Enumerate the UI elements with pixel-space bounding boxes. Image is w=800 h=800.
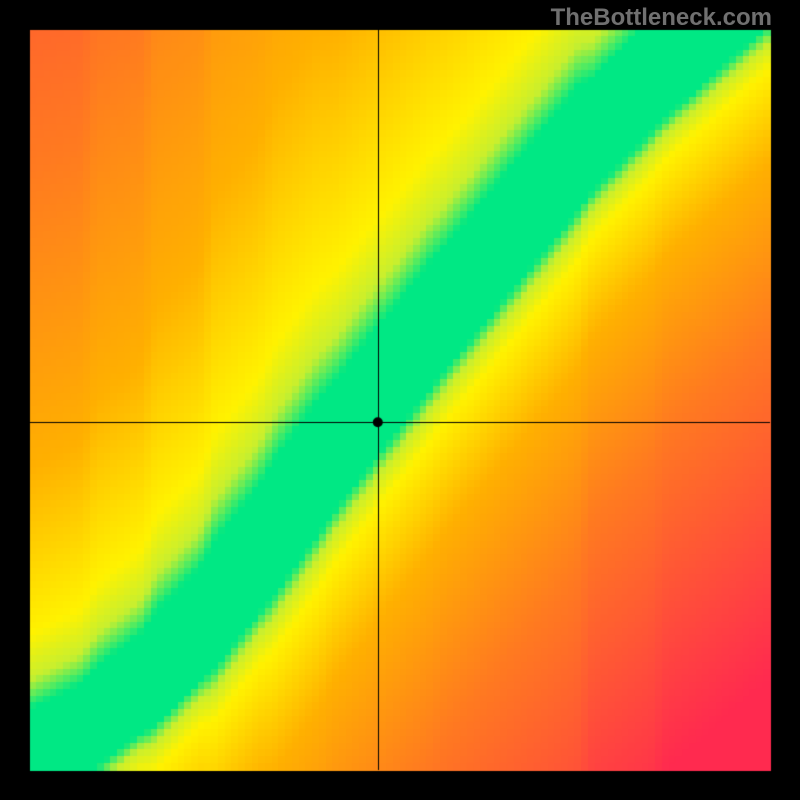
heatmap-canvas xyxy=(0,0,800,800)
chart-container: TheBottleneck.com xyxy=(0,0,800,800)
watermark-text: TheBottleneck.com xyxy=(551,4,772,32)
